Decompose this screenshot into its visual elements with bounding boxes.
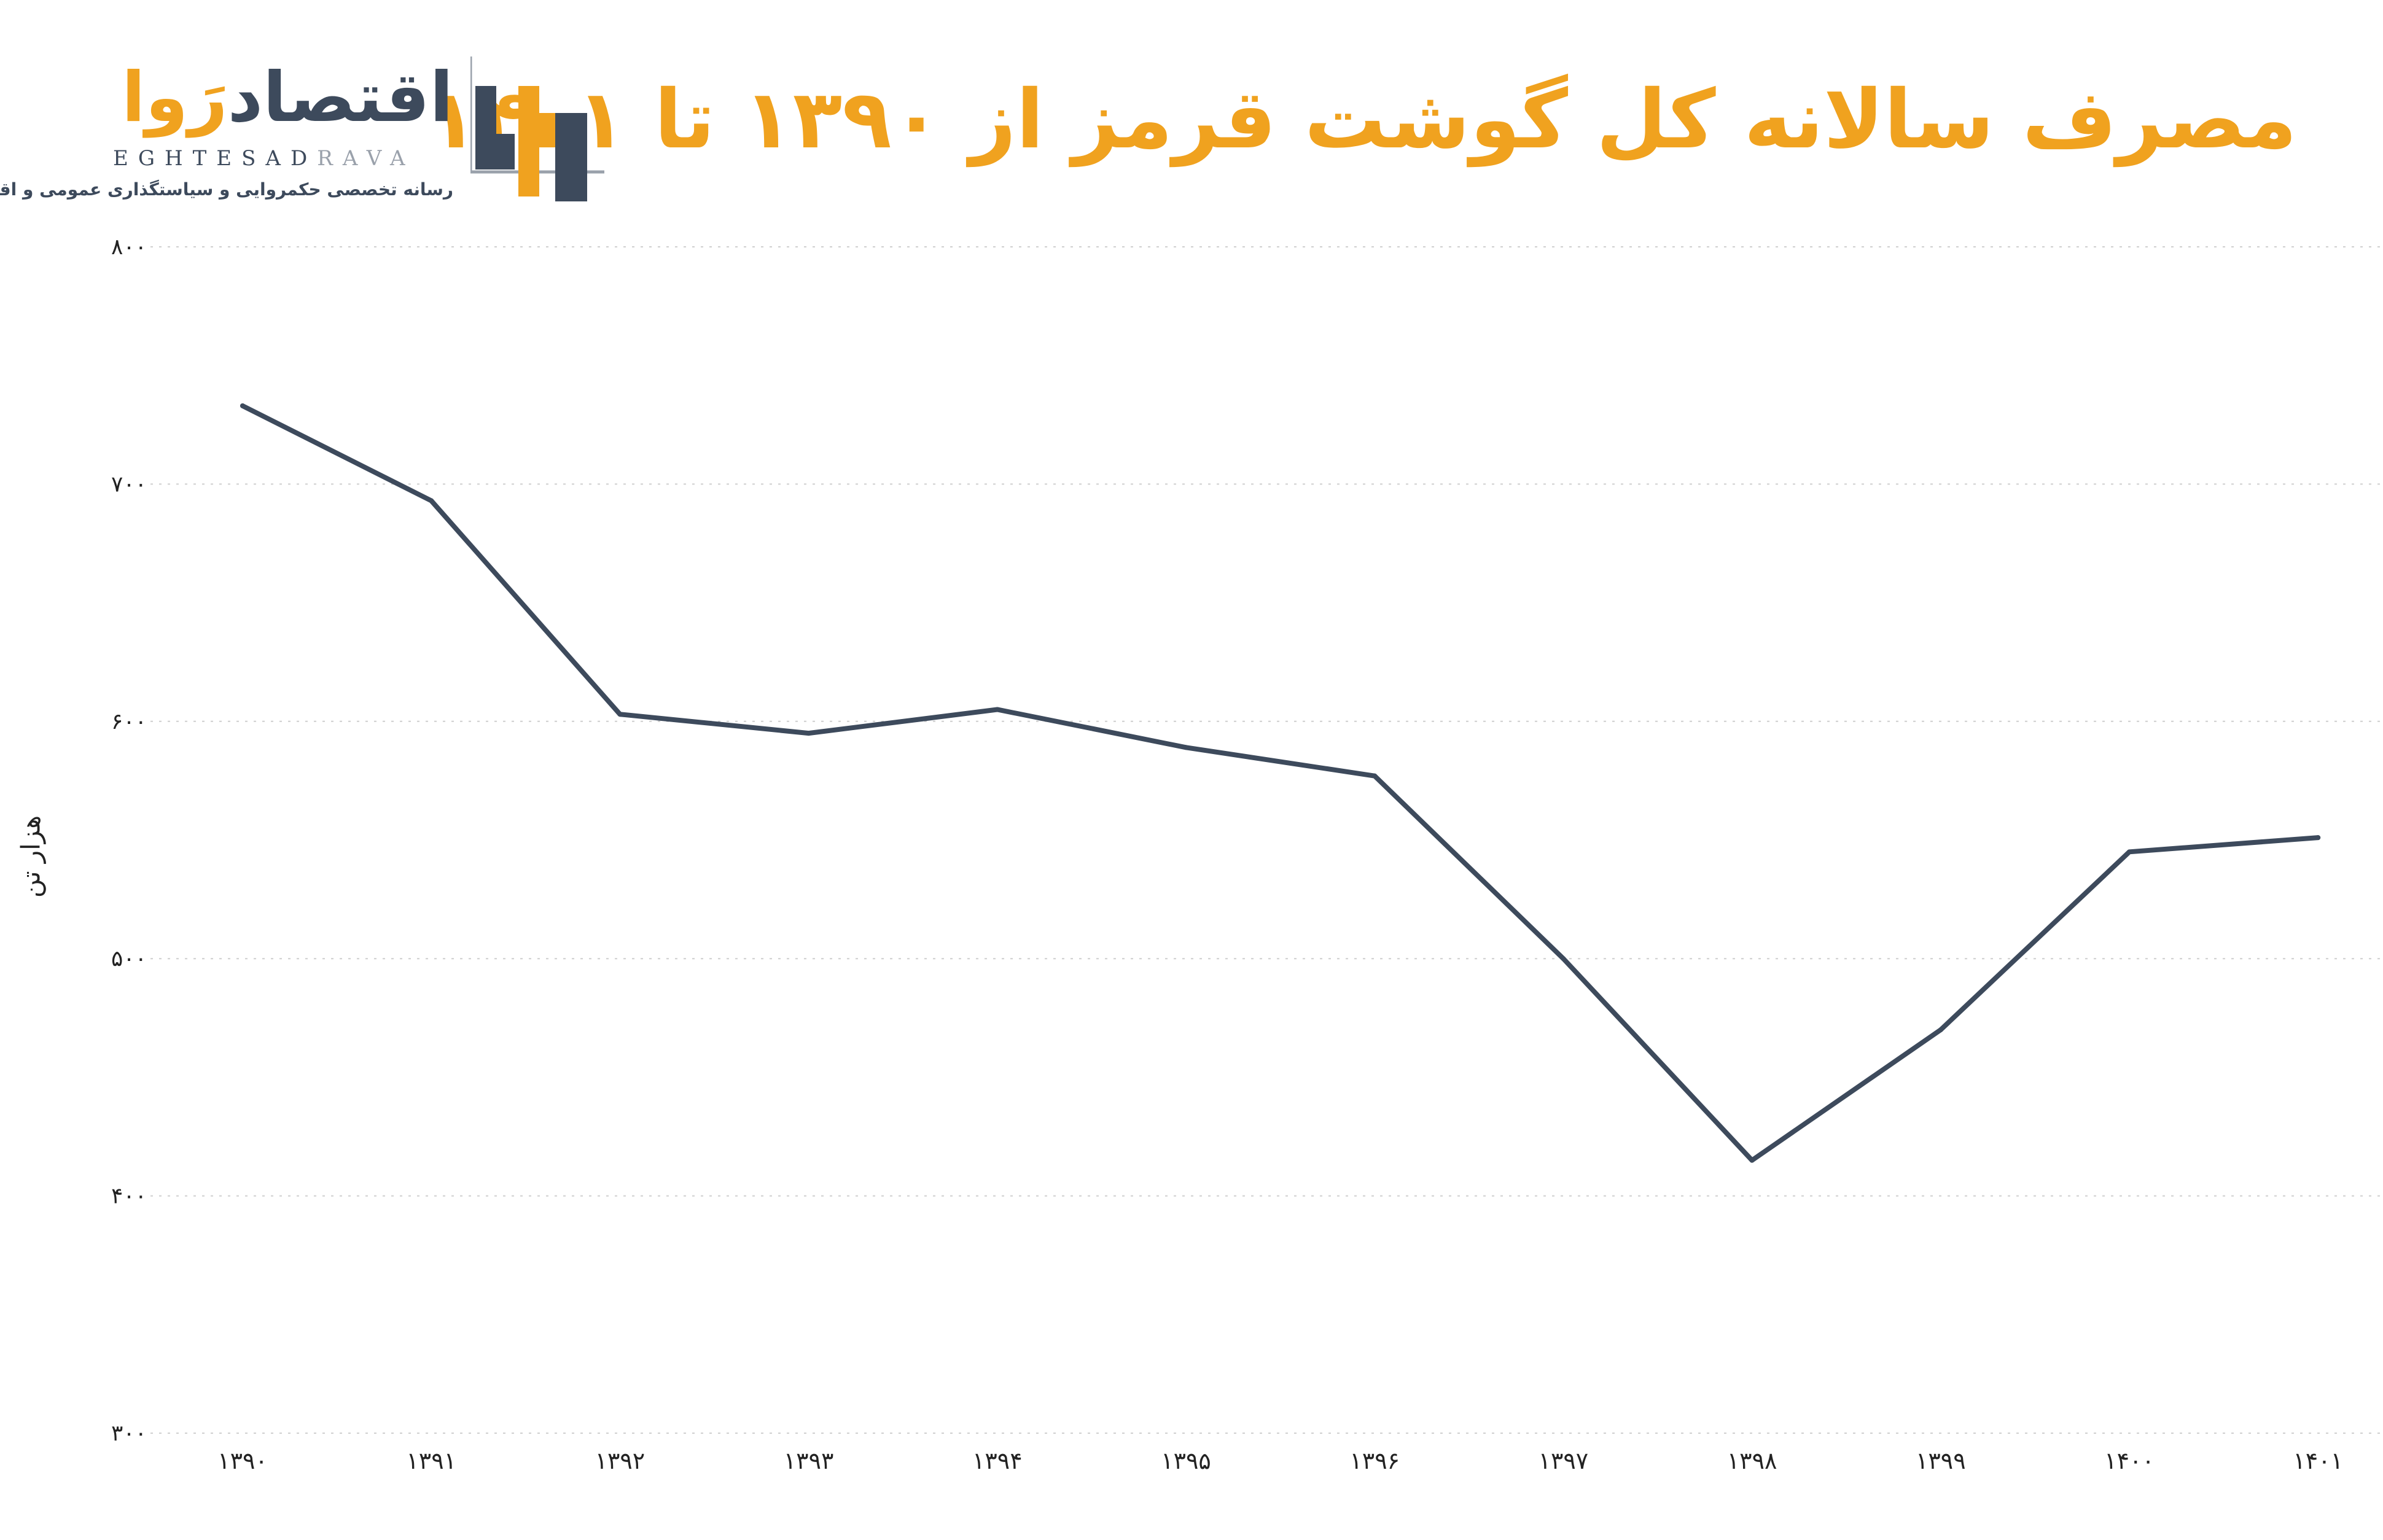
x-tick-label: ۱۳۹۶ xyxy=(1349,1447,1400,1474)
x-tick-label: ۱۴۰۱ xyxy=(2293,1447,2343,1474)
data-point xyxy=(2315,835,2321,841)
x-tick-label: ۱۳۹۵ xyxy=(1161,1447,1211,1474)
x-tick-label: ۱۳۹۲ xyxy=(595,1447,645,1474)
x-tick-label: ۱۳۹۹ xyxy=(1916,1447,1966,1474)
brand-tagline: رسانه تخصصی حکمروایی و سیاستگذاری عمومی … xyxy=(0,179,453,200)
y-tick-label: ۷۰۰ xyxy=(111,472,147,497)
grid-lines xyxy=(150,246,2383,1434)
brand-latin-part1: EGHTESAD xyxy=(113,146,318,171)
y-tick-label: ۸۰۰ xyxy=(111,235,147,260)
y-axis-label: هزار تن xyxy=(15,815,46,898)
y-tick-label: ۴۰۰ xyxy=(111,1184,147,1209)
data-point xyxy=(1938,1027,1943,1033)
brand-logo: اقتصادرَوا EGHTESADRAVA رسانه تخصصی حکمر… xyxy=(0,56,619,204)
y-tick-label: ۶۰۰ xyxy=(111,709,147,734)
brand-name-part1: اقتصاد xyxy=(227,58,453,138)
data-point xyxy=(240,403,245,408)
brand-latin-name: EGHTESADRAVA xyxy=(113,146,457,171)
series-layer xyxy=(240,403,2321,1163)
brand-name-part2: رَوا xyxy=(122,58,228,138)
data-point xyxy=(1561,956,1566,962)
data-point xyxy=(1749,1157,1755,1163)
x-tick-label: ۱۳۹۰ xyxy=(217,1447,268,1474)
data-point xyxy=(1184,745,1188,750)
data-point xyxy=(429,498,434,504)
x-tick-label: ۱۴۰۰ xyxy=(2104,1447,2155,1474)
y-tick-label: ۵۰۰ xyxy=(111,946,147,971)
data-point xyxy=(1372,773,1378,779)
brand-mark-icon xyxy=(470,56,604,201)
data-point xyxy=(806,731,811,736)
x-tick-label: ۱۳۹۴ xyxy=(972,1447,1023,1474)
y-tick-label: ۳۰۰ xyxy=(111,1421,147,1446)
x-tick-label: ۱۳۹۷ xyxy=(1539,1447,1589,1474)
y-axis-ticks: ۳۰۰ ۴۰۰ ۵۰۰ ۶۰۰ ۷۰۰ ۸۰۰ xyxy=(111,235,147,1446)
data-point xyxy=(2127,849,2132,855)
x-tick-label: ۱۳۹۳ xyxy=(784,1447,834,1474)
series-line xyxy=(240,403,2321,1163)
x-tick-label: ۱۳۹۱ xyxy=(406,1447,456,1474)
brand-latin-part2: RAVA xyxy=(317,146,415,171)
chart-title: مصرف سالانه کل گوشت قرمز از ۱۳۹۰ تا ۱۴۰۱ xyxy=(428,72,2297,167)
data-point xyxy=(994,707,1000,712)
brand-name: اقتصادرَوا xyxy=(109,58,453,138)
x-tick-label: ۱۳۹۸ xyxy=(1727,1447,1777,1474)
data-point xyxy=(617,712,623,717)
x-axis-ticks: ۱۳۹۰ ۱۳۹۱ ۱۳۹۲ ۱۳۹۳ ۱۳۹۴ ۱۳۹۵ ۱۳۹۶ ۱۳۹۷ ۱۳۹۸ ۱۳۹۹… xyxy=(217,1447,2343,1474)
